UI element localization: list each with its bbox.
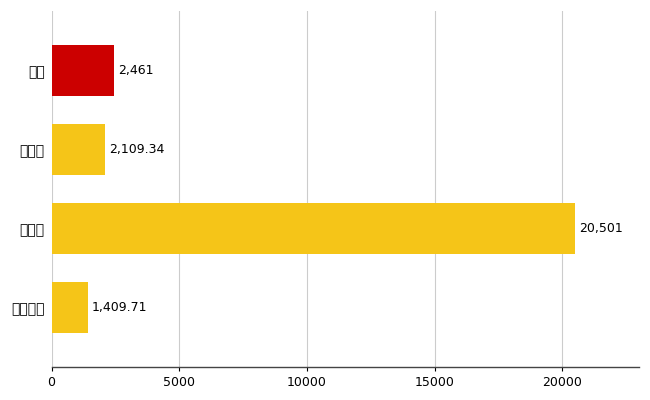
Text: 1,409.71: 1,409.71 — [92, 301, 147, 314]
Text: 20,501: 20,501 — [579, 222, 623, 235]
Bar — [51, 124, 105, 175]
Bar — [51, 203, 575, 254]
Text: 2,461: 2,461 — [118, 64, 154, 77]
Text: 2,109.34: 2,109.34 — [109, 143, 164, 156]
Bar — [51, 45, 114, 96]
Bar — [51, 282, 88, 333]
